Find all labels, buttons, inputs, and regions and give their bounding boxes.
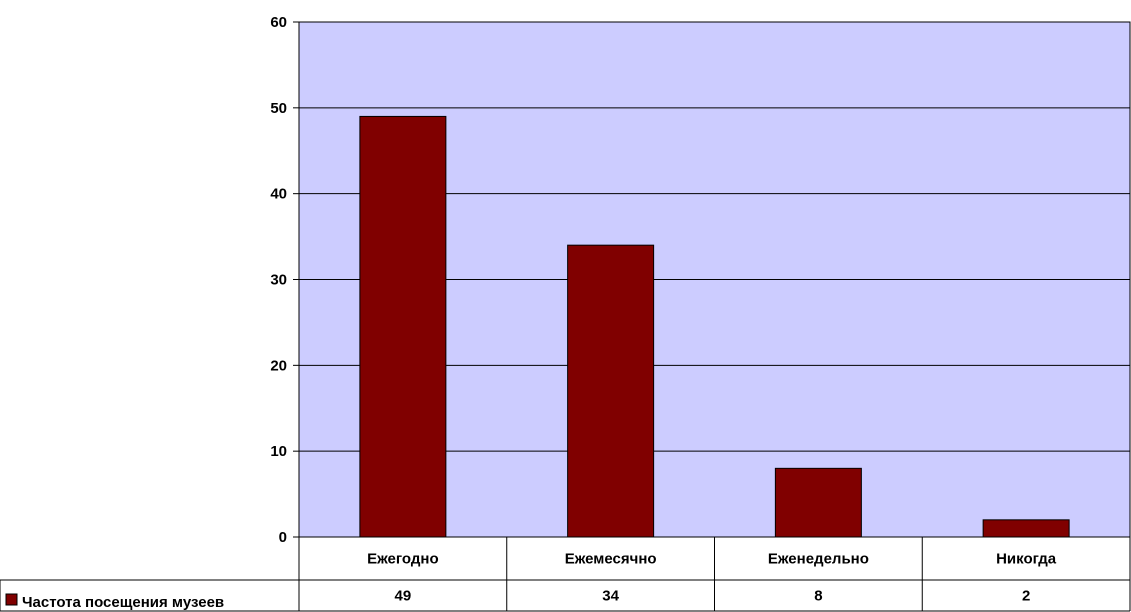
category-label: Ежегодно	[367, 551, 439, 568]
data-table: Ежегодно 49 Ежемесячно 34 Еженедельно 8 Никогд…	[0, 537, 1131, 612]
data-value-label: 2	[1022, 588, 1030, 605]
data-value-label: 8	[814, 588, 822, 605]
y-tick-label: 10	[270, 443, 287, 460]
category-label: Ежемесячно	[565, 551, 657, 568]
y-tick-label: 60	[270, 14, 287, 31]
y-tick-label: 40	[270, 186, 287, 203]
y-tick-label: 30	[270, 272, 287, 289]
bar-1	[567, 244, 655, 538]
bar-3	[982, 519, 1070, 538]
y-tick-label: 50	[270, 100, 287, 117]
data-value-label: 34	[602, 588, 619, 605]
bars	[359, 115, 1070, 538]
category-label: Никогда	[996, 551, 1057, 568]
y-axis-ticks: 0 10 20 30 40 50 60	[270, 14, 299, 546]
bar-0	[359, 115, 447, 538]
bar-2	[774, 467, 862, 538]
legend-swatch	[5, 593, 18, 606]
category-label: Еженедельно	[768, 551, 869, 568]
y-tick-label: 20	[270, 357, 287, 374]
data-value-label: 49	[395, 588, 412, 605]
y-tick-label: 0	[279, 529, 287, 546]
legend-label: Частота посещения музеев	[22, 594, 224, 611]
legend: Частота посещения музеев	[5, 593, 224, 611]
